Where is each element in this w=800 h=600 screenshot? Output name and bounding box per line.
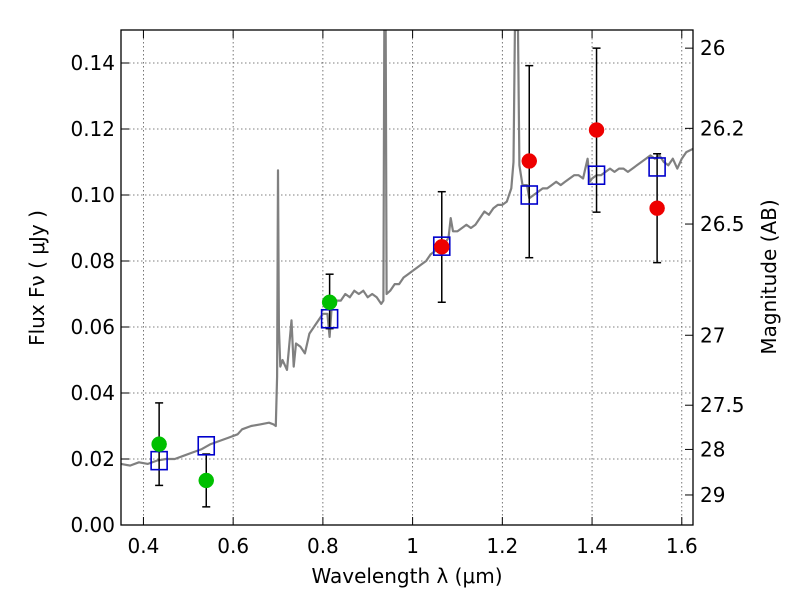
right-tick-label: 26.5: [700, 212, 745, 236]
axis-ticks: 0.4 0.6 0.8 1 1.2 1.4 1.6 0.00 0.02 0.04 0.06 0.08 0…: [70, 30, 745, 558]
data-points: [150, 47, 666, 508]
right-tick-label: 27.5: [700, 393, 745, 417]
x-tick-label: 0.6: [217, 534, 249, 558]
right-tick-label: 27: [700, 323, 725, 347]
model-photometry-square: [197, 435, 216, 456]
observed-point-green: [321, 294, 338, 310]
x-tick-label: 1.2: [486, 534, 518, 558]
model-photometry-square: [648, 157, 666, 177]
y-tick-label: 0.10: [70, 183, 115, 207]
observed-point-red: [521, 153, 538, 169]
observed-point-red: [649, 200, 665, 216]
x-tick-label: 0.8: [307, 534, 339, 558]
y-tick-label: 0.04: [70, 381, 115, 405]
x-tick-label: 0.4: [128, 534, 160, 558]
model-photometry-square: [587, 165, 606, 185]
y-axis-title: Flux Fν ( μJy ): [25, 210, 49, 346]
observed-point-green: [198, 472, 214, 489]
y-tick-label: 0.02: [70, 447, 115, 471]
x-tick-label: 1: [406, 534, 419, 558]
right-tick-label: 26: [700, 36, 725, 60]
plot-frame: [120, 29, 694, 526]
observed-point-red: [588, 122, 605, 138]
right-tick-label: 28: [700, 437, 725, 461]
right-axis-title: Magnitude (AB): [757, 199, 781, 354]
observed-point-red: [434, 239, 450, 255]
x-tick-label: 1.4: [576, 534, 608, 558]
model-photometry-square: [432, 236, 451, 256]
y-tick-label: 0.12: [70, 117, 115, 141]
right-tick-label: 29: [700, 483, 725, 507]
observed-point-green: [151, 436, 167, 452]
right-tick-label: 26.2: [700, 116, 745, 140]
y-tick-label: 0.06: [70, 315, 115, 339]
y-tick-label: 0.14: [70, 51, 115, 75]
x-tick-label: 1.6: [666, 534, 698, 558]
x-axis-title: Wavelength λ (μm): [311, 564, 502, 588]
model-photometry-square: [520, 185, 539, 205]
y-tick-label: 0.00: [70, 513, 115, 537]
y-tick-label: 0.08: [70, 249, 115, 273]
